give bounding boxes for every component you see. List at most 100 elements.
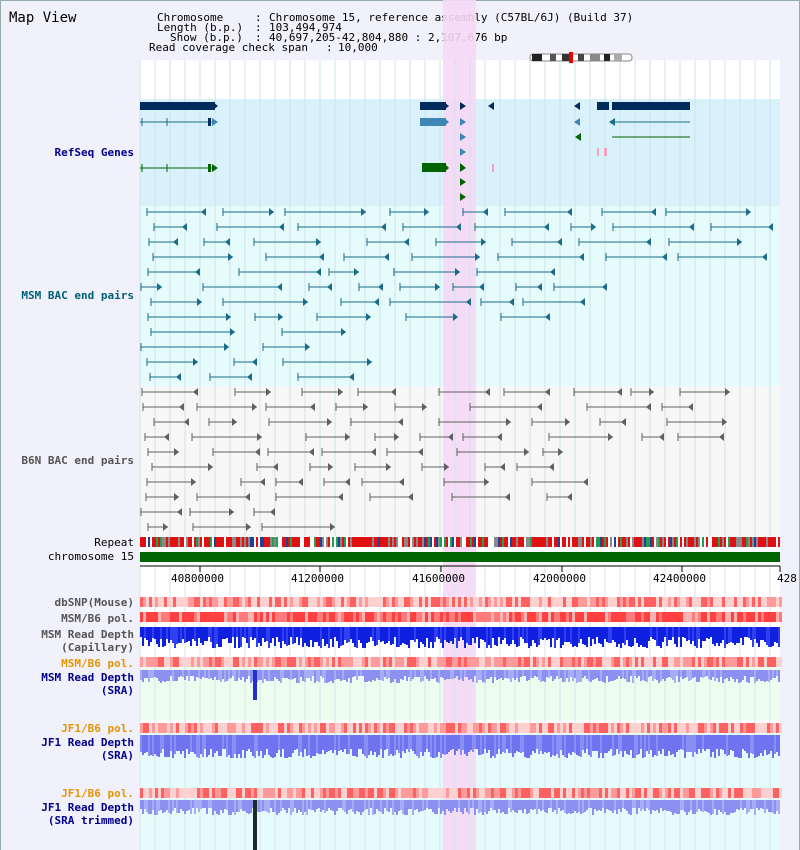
repeat-segment: [696, 537, 698, 547]
depth-bar: [326, 800, 328, 811]
heat-cell: [515, 723, 518, 733]
refseq-genes-track[interactable]: [140, 102, 690, 201]
depth-bar: [464, 670, 466, 677]
track-label-msm-bac[interactable]: MSM BAC end pairs: [21, 289, 134, 302]
track-label-msm-b6-pol-2[interactable]: MSM/B6 pol.: [61, 657, 134, 670]
heat-cell: [323, 723, 326, 733]
repeat-segment: [240, 537, 242, 547]
heat-cell: [437, 597, 440, 607]
heat-cell: [503, 612, 506, 622]
heat-cell: [212, 788, 215, 798]
track-label-jf1-depth-trim[interactable]: JF1 Read Depth: [41, 801, 134, 814]
chromosome-bar[interactable]: [140, 552, 780, 562]
depth-bar: [284, 735, 286, 758]
depth-bar: [346, 627, 348, 643]
heat-cell: [173, 788, 176, 798]
heat-cell: [227, 657, 230, 667]
heat-cell: [395, 723, 398, 733]
heat-cell: [164, 723, 167, 733]
depth-bar: [166, 800, 168, 810]
heat-cell: [533, 612, 536, 622]
depth-bar: [394, 800, 396, 812]
heat-cell: [728, 723, 731, 733]
depth-bar: [528, 800, 530, 813]
depth-bar: [628, 735, 630, 755]
repeat-track[interactable]: [140, 537, 780, 547]
depth-bar: [714, 627, 716, 646]
depth-bar: [512, 627, 514, 640]
depth-tracks[interactable]: [140, 627, 780, 815]
highlight-region[interactable]: [443, 0, 476, 850]
heat-cell: [554, 723, 557, 733]
heat-cell: [734, 723, 737, 733]
depth-bar: [184, 670, 186, 680]
repeat-segment: [336, 537, 338, 547]
chromosome-ideogram[interactable]: [529, 52, 633, 63]
heat-cell: [218, 612, 221, 622]
heat-cell: [761, 788, 764, 798]
depth-bar: [582, 735, 584, 750]
depth-bar: [650, 735, 652, 750]
bac-pair-arrow: [545, 313, 550, 321]
track-label-msm-depth-cap[interactable]: MSM Read Depth: [41, 628, 134, 641]
bac-pair-arrow: [399, 478, 404, 486]
depth-bar: [672, 670, 674, 680]
track-label-jf1-b6-pol-2[interactable]: JF1/B6 pol.: [61, 787, 134, 800]
track-label-chromosome[interactable]: chromosome 15: [47, 550, 134, 563]
msm-bac-track[interactable]: [140, 208, 773, 381]
heat-cell: [320, 723, 323, 733]
heat-cell: [152, 788, 155, 798]
heat-cell: [230, 723, 233, 733]
track-label-b6n-bac[interactable]: B6N BAC end pairs: [21, 454, 134, 467]
track-label-dbsnp[interactable]: dbSNP(Mouse): [54, 596, 134, 609]
depth-bar: [734, 670, 736, 682]
track-label-jf1-b6-pol[interactable]: JF1/B6 pol.: [61, 722, 134, 735]
depth-bar: [282, 800, 284, 808]
repeat-segment: [638, 537, 640, 547]
depth-bar: [662, 670, 664, 679]
heat-cell: [635, 612, 638, 622]
heat-cell: [695, 597, 698, 607]
repeat-segment: [180, 537, 182, 547]
heat-cell: [491, 612, 494, 622]
bac-pair-arrow: [316, 238, 321, 246]
heat-tracks[interactable]: [140, 597, 782, 798]
track-label-refseq[interactable]: RefSeq Genes: [54, 146, 134, 159]
heat-cell: [380, 597, 383, 607]
depth-bar: [308, 800, 310, 809]
heat-cell: [491, 788, 494, 798]
track-label-msm-depth-sra[interactable]: MSM Read Depth: [41, 671, 134, 684]
depth-bar: [384, 670, 386, 677]
track-label-repeat[interactable]: Repeat: [94, 536, 134, 549]
heat-cell: [332, 597, 335, 607]
depth-bar: [516, 735, 518, 751]
depth-bar: [556, 800, 558, 814]
depth-bar: [472, 800, 474, 808]
heat-cell: [158, 597, 161, 607]
depth-bar: [582, 670, 584, 678]
repeat-segment: [674, 537, 676, 547]
depth-bar: [644, 735, 646, 757]
depth-bar: [724, 627, 726, 648]
heat-cell: [491, 657, 494, 667]
b6n-bac-track[interactable]: [140, 388, 730, 531]
depth-bar: [392, 800, 394, 815]
repeat-segment: [248, 537, 250, 547]
heat-cell: [713, 657, 716, 667]
track-label-jf1-depth-sra[interactable]: JF1 Read Depth: [41, 736, 134, 749]
track-label-msm-b6-pol[interactable]: MSM/B6 pol.: [61, 612, 134, 625]
depth-bar: [682, 627, 684, 637]
heat-cell: [632, 788, 635, 798]
heat-cell: [395, 597, 398, 607]
repeat-segment: [698, 537, 700, 547]
depth-bar: [278, 800, 280, 813]
heat-cell: [638, 597, 641, 607]
depth-bar: [222, 627, 224, 639]
depth-bar: [224, 670, 226, 682]
depth-bar: [636, 670, 638, 678]
depth-bar: [632, 670, 634, 683]
depth-bar: [542, 800, 544, 810]
heat-cell: [458, 657, 461, 667]
depth-bar: [298, 627, 300, 645]
